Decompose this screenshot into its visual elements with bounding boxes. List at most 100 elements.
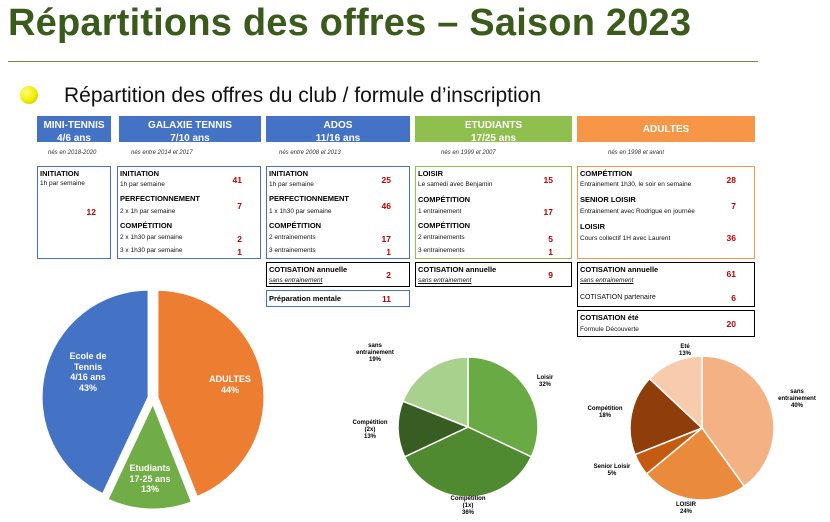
ados-cotisation-desc: sans entrainement: [269, 277, 323, 284]
header-mini-name: MINI-TENNIS: [43, 120, 105, 131]
pie3-label-competition-l2: 18%: [598, 413, 611, 419]
birth-adultes: nés en 1998 et avant: [608, 150, 665, 156]
pie1-label-etudiants-l3: 13%: [140, 484, 159, 494]
etudiants-box: LOISIR Le samedi avec Benjamin 15 COMPÉT…: [415, 166, 572, 259]
pie3-slice-competition: [629, 377, 704, 456]
adu-r1-desc: Entrainement 1h30, le soir en semaine: [580, 181, 692, 188]
birth-galaxie: nés entre 2014 et 2017: [131, 150, 193, 156]
adu-r2-label: SENIOR LOISIR: [580, 195, 636, 204]
ados-r2-label: PERFECTIONNEMENT: [269, 194, 350, 203]
pie2-label-comp2: Compétition (2x) 13%: [345, 420, 395, 441]
birth-ados: nés entre 2008 et 2013: [279, 150, 341, 156]
etu-r1-label: LOISIR: [418, 169, 444, 178]
etu-cotisation-count: 9: [548, 270, 553, 280]
header-etudiants-age: 17/25 ans: [470, 133, 517, 144]
pie3-label-ete-l2: 13%: [678, 351, 691, 357]
etu-r2-count: 17: [543, 207, 553, 217]
pie3-label-senior-l2: 5%: [607, 471, 617, 477]
pie3-label-loisir-l1: LOISIR: [675, 502, 696, 508]
pie3-label-senior: Senior Loisir 5%: [587, 464, 637, 478]
header-ados: ADOS 11/16 ans: [266, 116, 410, 144]
adu-ete-label: COTISATION été: [580, 313, 639, 322]
pie1-slice-ecole: [39, 287, 151, 497]
pie2-label-comp2-l3: 13%: [363, 434, 376, 440]
ados-prepa-label: Préparation mentale: [269, 294, 342, 303]
mini-initiation-count: 12: [86, 207, 96, 217]
galaxie-r2-count: 7: [237, 201, 242, 211]
pie2-label-comp1: Compétition (1x) 36%: [443, 496, 493, 517]
pie2-slice-sans: [401, 356, 469, 429]
adu-cotisation-label: COTISATION annuelle: [580, 265, 659, 274]
etu-r3-count: 5: [548, 234, 553, 244]
pie1-label-ecole-l4: 43%: [78, 382, 97, 393]
adu-r2-desc: Entrainement avec Rodrigue en journée: [580, 208, 695, 215]
pie3-label-competition: Compétition 18%: [583, 406, 627, 420]
pie2-label-comp1-l3: 36%: [461, 510, 474, 516]
pie3-slice-loisir: [645, 426, 746, 501]
adu-r1-count: 28: [726, 175, 736, 185]
pie1-slice-etudiants: [104, 398, 195, 512]
galaxie-r4-count: 1: [237, 247, 242, 257]
birth-etudiants: nés en 1999 et 2007: [441, 150, 496, 156]
pie2-label-comp1-l1: Compétition: [450, 496, 486, 502]
pie2-label-loisir: Loisir 32%: [525, 375, 565, 389]
galaxie-r3-label: COMPÉTITION: [120, 221, 173, 230]
galaxie-r4-desc: 3 x 1h30 par semaine: [120, 247, 183, 254]
etu-r2-desc: 1 entrainement: [418, 208, 462, 215]
galaxie-box: INITIATION 1h par semaine 41 PERFECTIONN…: [117, 166, 261, 259]
ados-r4-desc: 3 entrainements: [269, 247, 316, 254]
title-divider: [8, 61, 758, 62]
header-ados-name: ADOS: [323, 120, 353, 131]
header-adultes-name: ADULTES: [642, 124, 690, 135]
pie3-label-loisir-l2: 24%: [679, 509, 692, 515]
ados-prepa-box: Préparation mentale 11: [266, 290, 410, 307]
header-galaxie-age: 7/10 ans: [170, 133, 210, 144]
pie1-label-etudiants-l1: Etudiants: [129, 463, 171, 473]
header-etudiants-name: ETUDIANTS: [464, 120, 523, 131]
galaxie-r1-desc: 1h par semaine: [120, 181, 165, 188]
ados-cotisation-box: COTISATION annuelle sans entrainement 2: [266, 262, 410, 287]
pie2-label-sans-l3: 19%: [368, 357, 381, 363]
pie1-label-ecole-l3: 4/16 ans: [70, 372, 106, 382]
galaxie-r3-count: 2: [237, 234, 242, 244]
ados-r1-count: 25: [381, 175, 391, 185]
ados-r4-count: 1: [386, 247, 391, 257]
adu-cotisation-count: 61: [726, 269, 736, 279]
pie1-label-adultes: ADULTES 44%: [200, 374, 260, 395]
pie2-slice-comp1: [403, 426, 533, 498]
pie3-label-sans: sans entrainement 40%: [772, 389, 822, 410]
etu-r3-label: COMPÉTITION: [418, 221, 471, 230]
birth-mini: nés en 2018-2020: [48, 150, 97, 156]
ados-prepa-count: 11: [382, 294, 391, 304]
ados-r1-label: INITIATION: [269, 169, 309, 178]
bullet-icon: [20, 86, 38, 104]
pie3-label-sans-l2: entrainement: [778, 396, 816, 402]
adu-r2-count: 7: [731, 201, 736, 211]
pie1-label-adultes-l2: 44%: [220, 384, 239, 395]
adu-r3-desc: Cours collectif 1H avec Laurent: [580, 235, 671, 242]
pie2-label-comp1-l2: (1x): [462, 503, 474, 509]
ados-r1-desc: 1h par semaine: [269, 181, 314, 188]
pie2-label-sans-l2: entrainement: [356, 350, 394, 356]
etu-r3-desc: 2 entrainements: [418, 234, 465, 241]
ados-r3-count: 17: [381, 234, 391, 244]
pie3-label-ete-l1: Eté: [680, 344, 690, 350]
pie2-label-sans: sans entrainement 19%: [350, 343, 400, 364]
adu-partenaire-label: COTISATION partenaire: [580, 294, 656, 301]
etu-cotisation-label: COTISATION annuelle: [418, 265, 497, 274]
pie2-label-comp2-l1: Compétition: [352, 420, 388, 426]
adu-partenaire-count: 6: [731, 293, 736, 303]
adu-r3-label: LOISIR: [580, 222, 606, 231]
etu-r1-count: 15: [543, 175, 553, 185]
pie2-slice-loisir: [467, 356, 539, 458]
pie2-label-sans-l1: sans: [368, 343, 382, 349]
adu-r1-label: COMPÉTITION: [580, 169, 633, 178]
pie3-label-sans-l1: sans: [790, 389, 804, 395]
pie3-label-loisir: LOISIR 24%: [666, 502, 706, 516]
galaxie-r1-label: INITIATION: [120, 169, 160, 178]
ados-r3-label: COMPÉTITION: [269, 221, 322, 230]
pie3-label-ete: Eté 13%: [670, 344, 700, 358]
pie2-label-comp2-l2: (2x): [364, 427, 376, 433]
ados-r2-desc: 1 x 1h30 par semaine: [269, 208, 332, 215]
adu-cotisation-desc: sans entrainement: [580, 277, 634, 284]
